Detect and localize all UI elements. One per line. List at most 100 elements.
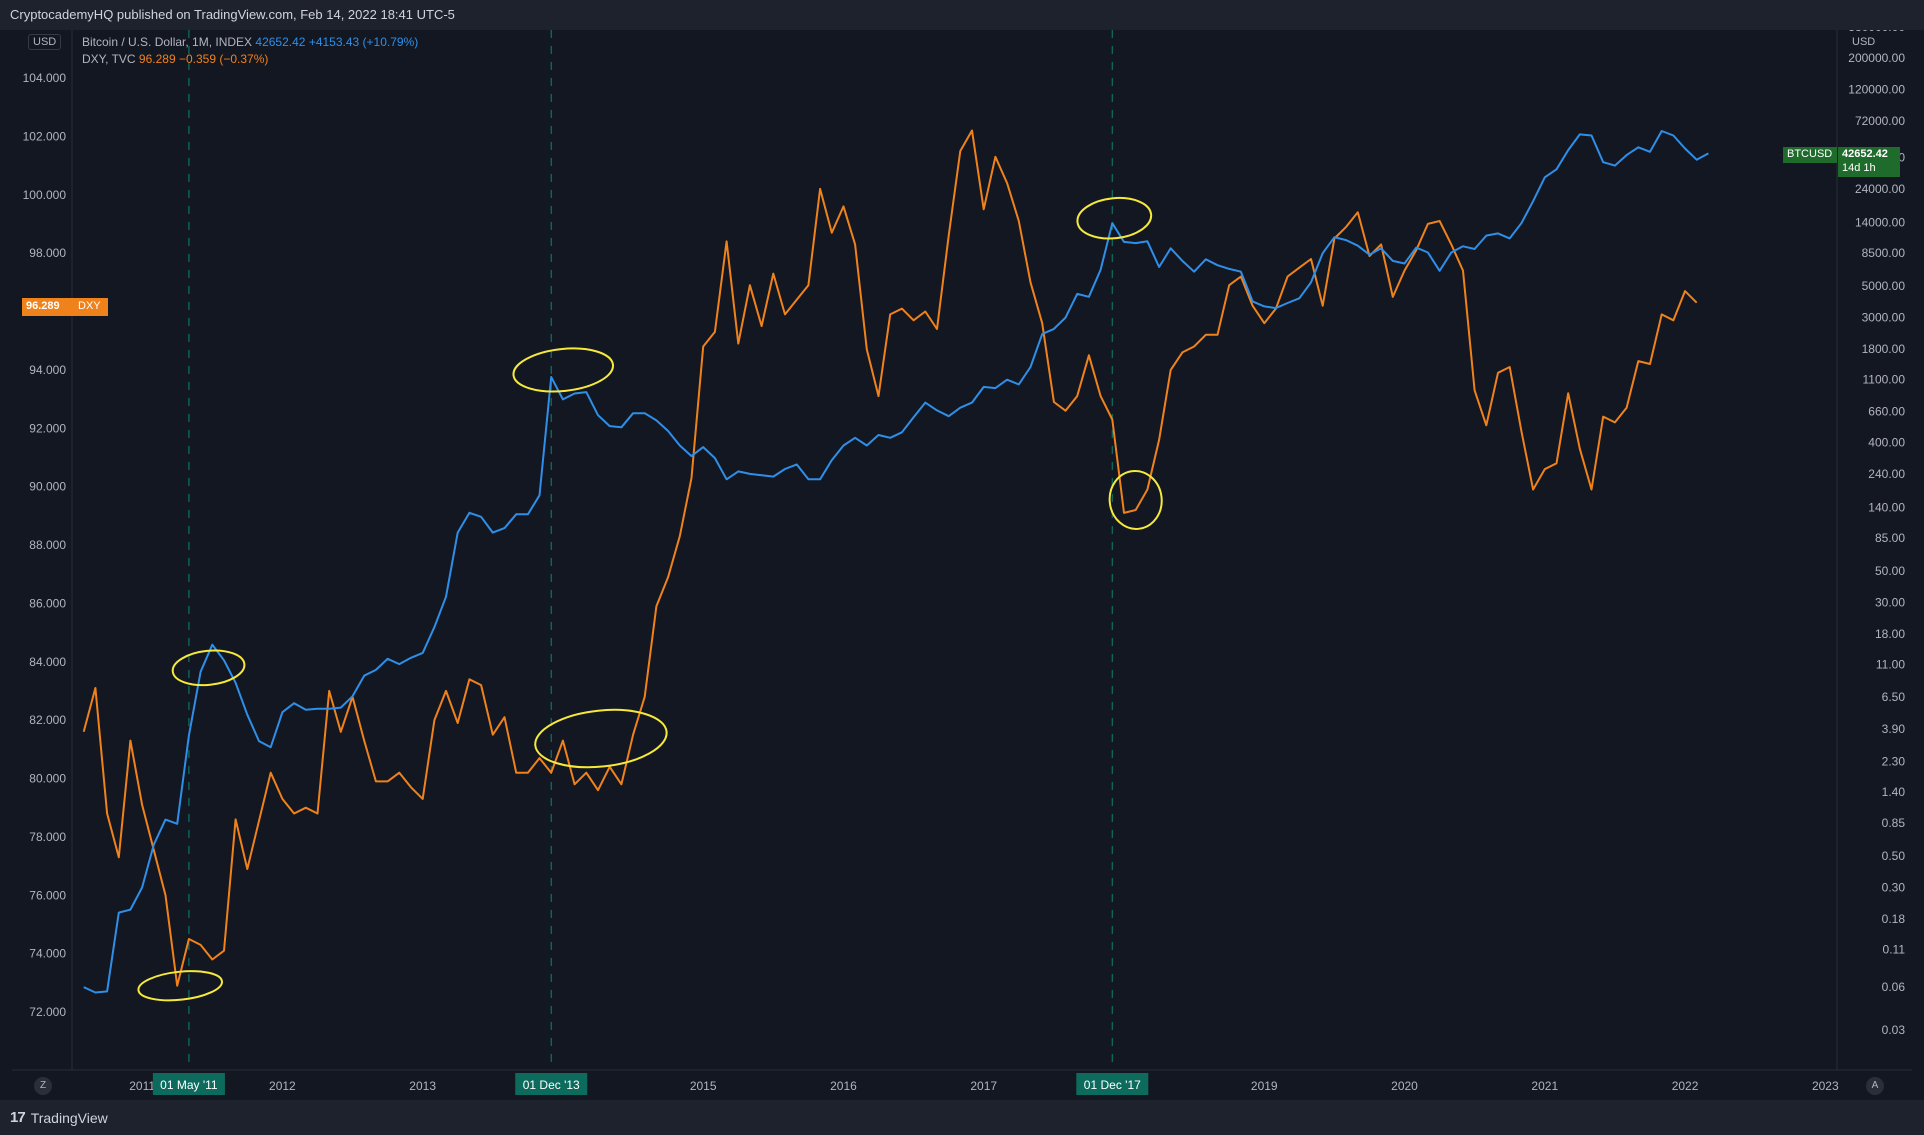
dxy-change: −0.359 (−0.37%) [178, 52, 269, 66]
btc-change: +4153.43 (+10.79%) [308, 35, 419, 49]
right-tick-label: 0.85 [1882, 816, 1906, 830]
right-tick-label: 11.00 [1876, 658, 1905, 672]
legend-row-dxy[interactable]: DXY, TVC 96.289 −0.359 (−0.37%) [82, 51, 418, 68]
x-tick-label: 2012 [269, 1079, 296, 1093]
right-tick-label: 200000.00 [1848, 51, 1905, 65]
left-tick-label: 74.000 [29, 947, 66, 961]
right-tick-label: 1100.00 [1863, 373, 1906, 387]
left-tick-label: 98.000 [29, 246, 66, 260]
highlight-label: 01 May '11 [160, 1078, 218, 1092]
annotation-ellipse [137, 970, 223, 1002]
btc-countdown-tag-text: 14d 1h [1842, 162, 1876, 174]
dxy-value-tag-text: 96.289 [26, 300, 60, 312]
tradingview-logo[interactable]: 17 TradingView [10, 1109, 108, 1126]
right-tick-label: 8500.00 [1862, 246, 1906, 260]
tradingview-logo-icon: 17 [10, 1109, 26, 1126]
right-tick-label: 140.00 [1868, 500, 1905, 514]
right-tick-label: 0.18 [1882, 912, 1906, 926]
x-tick-label: 2022 [1672, 1079, 1699, 1093]
left-tick-label: 88.000 [29, 538, 66, 552]
x-tick-label: 2011 [129, 1079, 155, 1093]
currency-box[interactable]: USD [28, 34, 62, 50]
left-tick-label: 72.000 [29, 1005, 66, 1019]
dxy-symbol-tag: DXY [74, 298, 108, 316]
dxy-series-name: DXY, TVC [82, 52, 136, 66]
right-tick-label: 0.50 [1882, 849, 1906, 863]
footer-bar: 17 TradingView [0, 1100, 1924, 1135]
right-tick-label: 3000.00 [1862, 311, 1906, 325]
left-tick-label: 100.000 [23, 188, 67, 202]
chart-background [12, 30, 1912, 1100]
right-tick-label: 660.00 [1868, 404, 1905, 418]
publisher-text: CryptocademyHQ published on TradingView.… [10, 7, 455, 22]
publisher-bar: CryptocademyHQ published on TradingView.… [0, 0, 1924, 30]
right-tick-label: 120000.00 [1848, 82, 1905, 96]
z-button-label: Z [39, 1080, 47, 1091]
right-tick-label: 0.11 [1883, 943, 1906, 957]
right-tick-label: 5000.00 [1862, 279, 1906, 293]
annotation-ellipse [171, 649, 246, 687]
highlight-label-box [515, 1073, 588, 1095]
btc-symbol-tag: BTCUSD [1783, 147, 1837, 163]
tradingview-brand: TradingView [30, 1109, 108, 1126]
z-button[interactable]: Z [34, 1077, 52, 1095]
right-tick-label: 3.90 [1882, 722, 1906, 736]
right-tick-label: 240.00 [1868, 467, 1905, 481]
annotation-ellipse [1076, 196, 1153, 240]
right-tick-label: 72000.00 [1855, 114, 1905, 128]
right-axis-unit: USD [1852, 36, 1876, 48]
right-tick-label: 24000.00 [1855, 182, 1905, 196]
left-tick-label: 92.000 [29, 421, 66, 435]
dxy-value-tag: 96.289 [22, 298, 74, 316]
x-tick-label: 2015 [690, 1079, 717, 1093]
left-tick-label: 94.000 [29, 363, 66, 377]
left-tick-label: 104.000 [23, 71, 67, 85]
annotation-ellipse [1108, 470, 1163, 530]
right-tick-label: 30.00 [1875, 596, 1905, 610]
right-tick-label: 0.06 [1882, 980, 1906, 994]
series-lines [82, 129, 1709, 994]
x-axis-highlight-labels: 01 May '11 01 Dec '13 01 Dec '17 [152, 1073, 1149, 1095]
left-tick-label: 78.000 [29, 830, 66, 844]
x-tick-label: 2023 [1812, 1079, 1839, 1093]
left-tick-label: 84.000 [29, 655, 66, 669]
left-tick-label: 80.000 [29, 772, 66, 786]
right-tick-label: 18.00 [1875, 627, 1905, 641]
x-tick-label: 2017 [970, 1079, 997, 1093]
right-tick-label: 0.30 [1882, 881, 1906, 895]
left-tick-label: 90.000 [29, 480, 66, 494]
right-tick-label: 400.00 [1868, 435, 1905, 449]
left-tick-label: 82.000 [29, 713, 66, 727]
highlight-label: 01 Dec '13 [523, 1078, 580, 1092]
btc-symbol-tag-text: BTCUSD [1787, 148, 1833, 160]
legend-row-btc[interactable]: Bitcoin / U.S. Dollar, 1M, INDEX 42652.4… [82, 34, 418, 51]
left-tick-label: 76.000 [29, 888, 66, 902]
right-tick-label: 1800.00 [1862, 342, 1906, 356]
annotation-ellipse [534, 708, 668, 769]
right-tick-label: 6.50 [1882, 690, 1906, 704]
btc-value-tag: 42652.42 [1838, 147, 1900, 163]
right-tick-label: 50.00 [1875, 564, 1905, 578]
highlight-vertical-lines [188, 30, 1113, 1070]
chart-legend: Bitcoin / U.S. Dollar, 1M, INDEX 42652.4… [82, 34, 418, 68]
left-tick-label: 86.000 [29, 596, 66, 610]
btc-series-name: Bitcoin / U.S. Dollar, 1M, INDEX [82, 35, 253, 49]
btc-series-line [83, 130, 1709, 994]
x-tick-label: 2020 [1391, 1079, 1418, 1093]
left-tick-label: 102.000 [23, 129, 67, 143]
highlight-label-box [1076, 1073, 1149, 1095]
right-tick-label: 1.40 [1882, 785, 1906, 799]
btc-price: 42652.42 [255, 35, 306, 49]
annotation-ellipse [512, 347, 615, 393]
a-button[interactable]: A [1866, 1077, 1884, 1095]
x-tick-label: 2019 [1251, 1079, 1278, 1093]
dxy-symbol-tag-text: DXY [78, 300, 101, 312]
right-tick-label: 85.00 [1875, 531, 1905, 545]
highlight-label-box [152, 1073, 225, 1095]
right-tick-label: 0.03 [1882, 1023, 1906, 1037]
x-tick-label: 2016 [830, 1079, 857, 1093]
x-tick-label: 2013 [409, 1079, 436, 1093]
annotation-ellipses [137, 196, 1163, 1002]
dxy-price: 96.289 [138, 52, 176, 66]
